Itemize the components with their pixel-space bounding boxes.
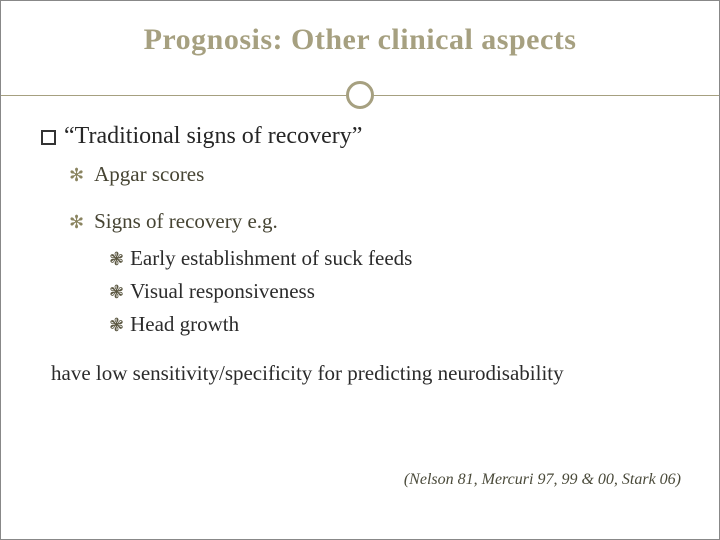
conclusion-text: have low sensitivity/specificity for pre…: [41, 361, 679, 386]
slide-title: Prognosis: Other clinical aspects: [1, 23, 719, 57]
square-bullet-icon: [41, 130, 56, 145]
citation-text: (Nelson 81, Mercuri 97, 99 & 00, Stark 0…: [404, 471, 681, 489]
flower-bullet-icon: ✻: [69, 166, 84, 184]
heading-text: “Traditional signs of recovery”: [64, 123, 362, 150]
heading-line: “Traditional signs of recovery”: [41, 123, 679, 150]
list-item: ❃ Early establishment of suck feeds: [109, 246, 679, 271]
list-item: ❃ Visual responsiveness: [109, 279, 679, 304]
list-item: ✻ Apgar scores: [69, 162, 679, 187]
subitem-text: Visual responsiveness: [130, 279, 315, 304]
item-text: Signs of recovery e.g.: [94, 209, 278, 234]
leaf-bullet-icon: ❃: [109, 283, 124, 301]
leaf-bullet-icon: ❃: [109, 250, 124, 268]
list-item: ✻ Signs of recovery e.g.: [69, 209, 679, 234]
subitem-text: Early establishment of suck feeds: [130, 246, 412, 271]
divider: [1, 81, 719, 109]
flower-bullet-icon: ✻: [69, 213, 84, 231]
subitem-text: Head growth: [130, 312, 239, 337]
slide: Prognosis: Other clinical aspects “Tradi…: [0, 0, 720, 540]
item-text: Apgar scores: [94, 162, 204, 187]
circle-ornament-icon: [346, 81, 374, 109]
leaf-bullet-icon: ❃: [109, 316, 124, 334]
content-area: “Traditional signs of recovery” ✻ Apgar …: [1, 109, 719, 386]
list-item: ❃ Head growth: [109, 312, 679, 337]
title-area: Prognosis: Other clinical aspects: [1, 1, 719, 57]
